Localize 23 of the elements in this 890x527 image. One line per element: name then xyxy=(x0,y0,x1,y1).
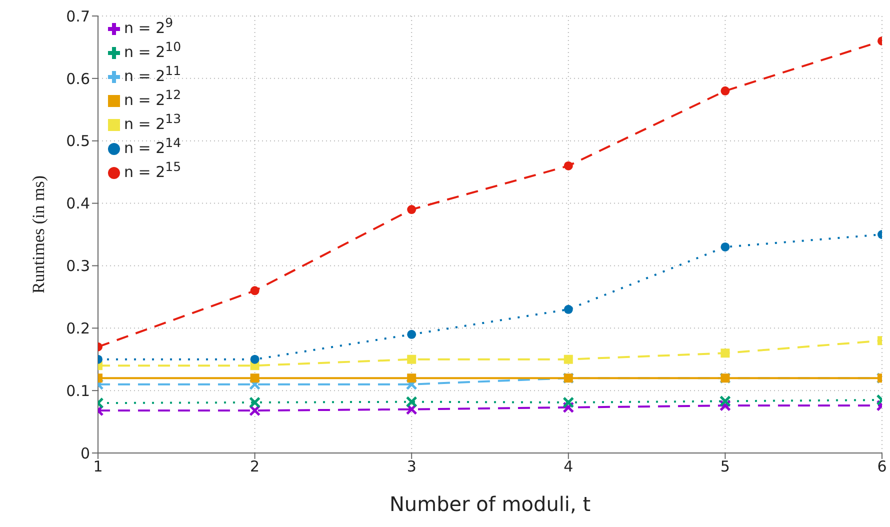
legend-label: n = 2$^{15}$ xyxy=(124,159,182,181)
x-axis-title: Number of moduli, t xyxy=(389,492,591,516)
legend-label: n = 2$^{13}$ xyxy=(124,111,182,133)
y-tick-label: 0.5 xyxy=(66,132,90,150)
y-tick-label: 0 xyxy=(80,444,90,462)
legend-label: n = 2$^{12}$ xyxy=(124,87,182,109)
x-tick-label: 2 xyxy=(250,458,260,476)
legend-label: n = 2$^{14}$ xyxy=(124,135,182,157)
x-tick-label: 1 xyxy=(93,458,103,476)
x-tick-label: 3 xyxy=(406,458,416,476)
y-tick-label: 0.4 xyxy=(66,194,90,213)
y-axis-title: Runtimes (in ms) xyxy=(29,175,48,294)
y-tick-label: 0.6 xyxy=(66,70,90,88)
x-tick-label: 5 xyxy=(720,458,730,476)
y-tick-label: 0.7 xyxy=(66,7,90,26)
x-tick-label: 6 xyxy=(877,458,887,476)
y-tick-label: 0.2 xyxy=(66,319,90,338)
y-tick-label: 0.3 xyxy=(66,257,90,276)
x-tick-label: 4 xyxy=(564,458,574,476)
legend-label: n = 2$^{9}$ xyxy=(124,15,174,37)
legend-label: n = 2$^{10}$ xyxy=(124,39,182,61)
y-tick-label: 0.1 xyxy=(66,382,90,400)
legend-label: n = 2$^{11}$ xyxy=(124,63,182,85)
